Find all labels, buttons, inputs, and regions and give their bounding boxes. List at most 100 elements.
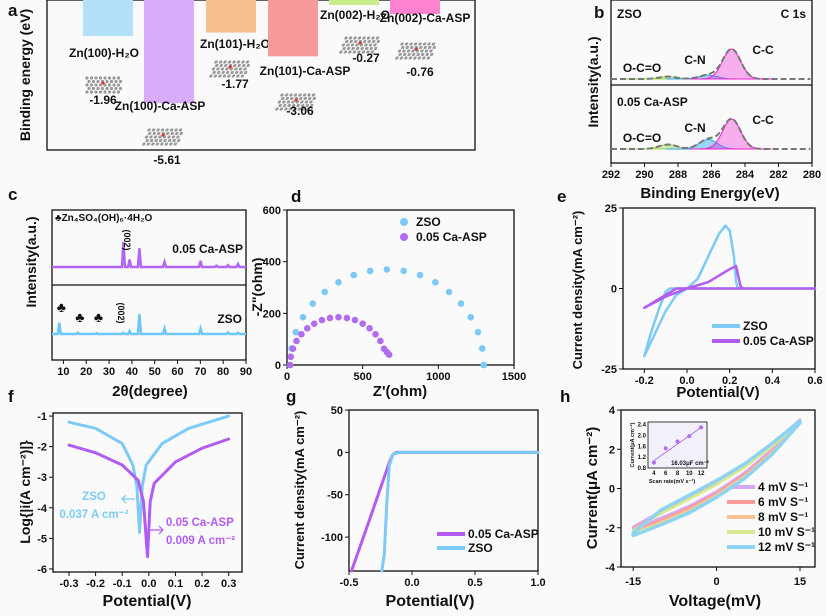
atom bbox=[288, 107, 293, 111]
bar-category-label: Zn(100)-Ca-ASP bbox=[115, 99, 206, 113]
atom bbox=[366, 50, 370, 54]
data-point bbox=[467, 313, 475, 321]
atom bbox=[147, 128, 151, 132]
panel-label-h: h bbox=[560, 387, 570, 406]
inset-data-point bbox=[663, 446, 668, 451]
x-tick-label: 0.6 bbox=[807, 375, 822, 387]
atom bbox=[174, 128, 178, 132]
x-tick-label: 0.4 bbox=[765, 375, 781, 387]
atom bbox=[411, 49, 415, 53]
atom bbox=[395, 56, 399, 60]
plot-frame bbox=[348, 409, 539, 572]
atom bbox=[232, 60, 236, 64]
plot-frame bbox=[46, 0, 476, 151]
atom bbox=[407, 52, 411, 57]
atom bbox=[311, 93, 316, 97]
atom bbox=[293, 93, 298, 97]
atom bbox=[417, 56, 422, 60]
atom bbox=[171, 135, 176, 139]
atom bbox=[405, 45, 409, 50]
atom bbox=[404, 56, 408, 60]
atom bbox=[348, 50, 352, 54]
inset-data-point bbox=[699, 425, 704, 430]
inset-x-tick-label: 6 bbox=[664, 471, 668, 477]
x-tick-label: 30 bbox=[103, 366, 115, 378]
x-axis-title: 2θ(degree) bbox=[112, 383, 188, 400]
atom bbox=[169, 142, 173, 146]
atom bbox=[419, 45, 423, 50]
atom bbox=[179, 131, 183, 136]
atom bbox=[285, 96, 289, 101]
atom bbox=[422, 56, 426, 60]
measured-spectrum bbox=[611, 47, 811, 80]
data-point bbox=[366, 267, 374, 275]
data-point bbox=[310, 320, 318, 327]
y-tick-label: -2 bbox=[605, 523, 615, 535]
panel-label-g: g bbox=[286, 387, 296, 406]
inset-y-tick-label: 2.4 bbox=[638, 423, 647, 429]
series-label: 0.05 Ca-ASP bbox=[172, 242, 243, 256]
x-tick-label: -0.2 bbox=[86, 578, 105, 590]
component-label: C-C bbox=[752, 113, 774, 127]
x-axis-title: Potential(V) bbox=[386, 593, 475, 610]
legend-label: ZSO bbox=[416, 215, 441, 229]
x-tick-label: 500 bbox=[353, 371, 371, 383]
y-axis-title: Log{|i(A cm⁻²)|} bbox=[17, 440, 33, 544]
atom bbox=[366, 36, 371, 40]
atom bbox=[342, 46, 346, 51]
atom bbox=[354, 39, 358, 44]
atom bbox=[401, 45, 405, 50]
adsorbate-atom bbox=[414, 47, 418, 51]
atom bbox=[309, 100, 313, 104]
x-tick-label: 0.0 bbox=[141, 578, 156, 590]
atom bbox=[399, 56, 404, 60]
atom bbox=[291, 100, 295, 104]
atom bbox=[105, 79, 109, 84]
atom bbox=[236, 74, 240, 78]
atom bbox=[163, 138, 167, 143]
data-point bbox=[303, 325, 311, 332]
atom bbox=[152, 131, 156, 136]
x-tick-label: -0.5 bbox=[340, 577, 359, 589]
x-tick-label: 1500 bbox=[502, 371, 526, 383]
atom bbox=[107, 90, 112, 94]
atom bbox=[218, 74, 222, 78]
atom bbox=[420, 49, 424, 53]
panel-label-b: b bbox=[594, 3, 604, 22]
atom bbox=[148, 131, 152, 136]
x-tick-label: 0.1 bbox=[168, 578, 183, 590]
atom bbox=[176, 138, 181, 143]
x-tick-label: 20 bbox=[80, 366, 92, 378]
atom bbox=[218, 60, 223, 64]
atom bbox=[343, 50, 348, 54]
atom bbox=[420, 52, 425, 57]
atom bbox=[87, 86, 91, 91]
atom bbox=[345, 39, 349, 44]
inset-data-point bbox=[651, 460, 656, 465]
atom bbox=[426, 56, 431, 60]
atom bbox=[105, 86, 109, 91]
plot-frame bbox=[286, 209, 515, 366]
data-point bbox=[343, 314, 351, 322]
surface-structure-image bbox=[209, 60, 250, 78]
atom bbox=[112, 76, 116, 80]
atom bbox=[307, 93, 311, 97]
y-axis-title: Binding energy (eV) bbox=[17, 9, 33, 141]
atom bbox=[428, 45, 432, 50]
adsorbate-atom bbox=[294, 98, 298, 102]
atom bbox=[160, 128, 165, 132]
atom bbox=[169, 128, 174, 132]
x-tick-label: 1000 bbox=[426, 371, 450, 383]
atom bbox=[234, 70, 239, 75]
surface-structure-image bbox=[142, 128, 183, 146]
plot-frame bbox=[52, 412, 243, 573]
data-point bbox=[416, 271, 424, 279]
annotation-series-name: 0.05 Ca-ASP bbox=[166, 517, 234, 529]
club-marker-icon: ♣ bbox=[75, 309, 84, 325]
atom bbox=[360, 46, 364, 51]
atom bbox=[144, 135, 149, 139]
atom bbox=[112, 90, 116, 94]
atom bbox=[353, 36, 357, 40]
y-tick-label: 200 bbox=[263, 308, 281, 320]
atom bbox=[302, 107, 306, 111]
